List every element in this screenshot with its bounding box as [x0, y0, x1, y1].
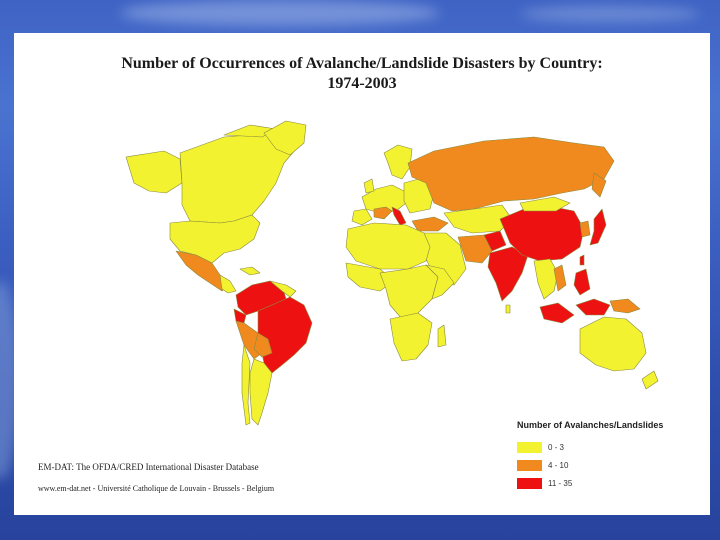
region-indonesia-east: [575, 298, 611, 316]
region-mongolia: [519, 196, 571, 212]
legend-label: 0 - 3: [548, 442, 565, 452]
region-southern-africa: [389, 312, 433, 362]
background-cloud: [120, 0, 440, 26]
region-australia: [579, 316, 647, 372]
region-paraguay-argentina: [249, 358, 273, 426]
world-map: [125, 120, 659, 426]
region-east-africa: [425, 264, 455, 300]
background-cloud: [520, 6, 700, 22]
region-central-america: [219, 274, 237, 294]
region-usa: [169, 214, 261, 264]
region-brazil: [257, 296, 313, 374]
map-legend: Number of Avalanches/Landslides 0 - 3 4 …: [517, 420, 702, 492]
region-uk: [363, 178, 375, 194]
region-north-africa: [345, 222, 431, 270]
region-west-africa: [345, 262, 395, 292]
legend-swatch: [517, 441, 542, 453]
legend-label: 11 - 35: [548, 478, 573, 488]
region-alaska: [125, 150, 183, 194]
source-credit: EM-DAT: The OFDA/CRED International Disa…: [38, 462, 259, 472]
region-turkey: [411, 216, 449, 232]
legend-row: 4 - 10: [517, 456, 702, 474]
region-iran: [457, 234, 493, 264]
region-scandinavia: [383, 144, 413, 180]
region-papua: [609, 298, 641, 314]
map-title: Number of Occurrences of Avalanche/Lands…: [121, 55, 603, 72]
region-vietnam: [553, 264, 567, 292]
region-greenland: [263, 120, 307, 156]
region-indonesia-west: [539, 302, 575, 324]
legend-row: 11 - 35: [517, 474, 702, 492]
region-southeast-asia: [533, 258, 559, 300]
region-afghanistan: [483, 230, 507, 252]
region-taiwan: [579, 254, 585, 266]
region-philippines: [573, 268, 591, 296]
legend-row: 0 - 3: [517, 438, 702, 456]
region-iberia: [351, 208, 373, 226]
region-middle-east: [419, 232, 467, 286]
region-korea: [579, 220, 591, 238]
region-russia: [407, 136, 615, 212]
slide-panel: Number of Occurrences of Avalanche/Lands…: [14, 33, 710, 515]
map-subtitle: 1974-2003: [327, 75, 397, 92]
region-france-alps: [373, 206, 393, 220]
region-japan: [589, 208, 607, 246]
region-new-zealand: [641, 370, 659, 390]
legend-swatch: [517, 477, 542, 489]
legend-title: Number of Avalanches/Landslides: [517, 420, 664, 430]
region-central-africa: [379, 264, 439, 320]
region-kamchatka: [591, 172, 607, 198]
region-guianas: [269, 280, 297, 298]
region-caribbean: [239, 266, 261, 276]
region-sri-lanka: [505, 304, 511, 314]
region-madagascar: [437, 324, 447, 348]
region-bolivia: [253, 332, 273, 358]
legend-label: 4 - 10: [548, 460, 569, 470]
legend-swatch: [517, 459, 542, 471]
region-chile: [241, 344, 251, 426]
source-url: www.em-dat.net - Université Catholique d…: [38, 484, 275, 493]
region-italy: [391, 206, 407, 226]
